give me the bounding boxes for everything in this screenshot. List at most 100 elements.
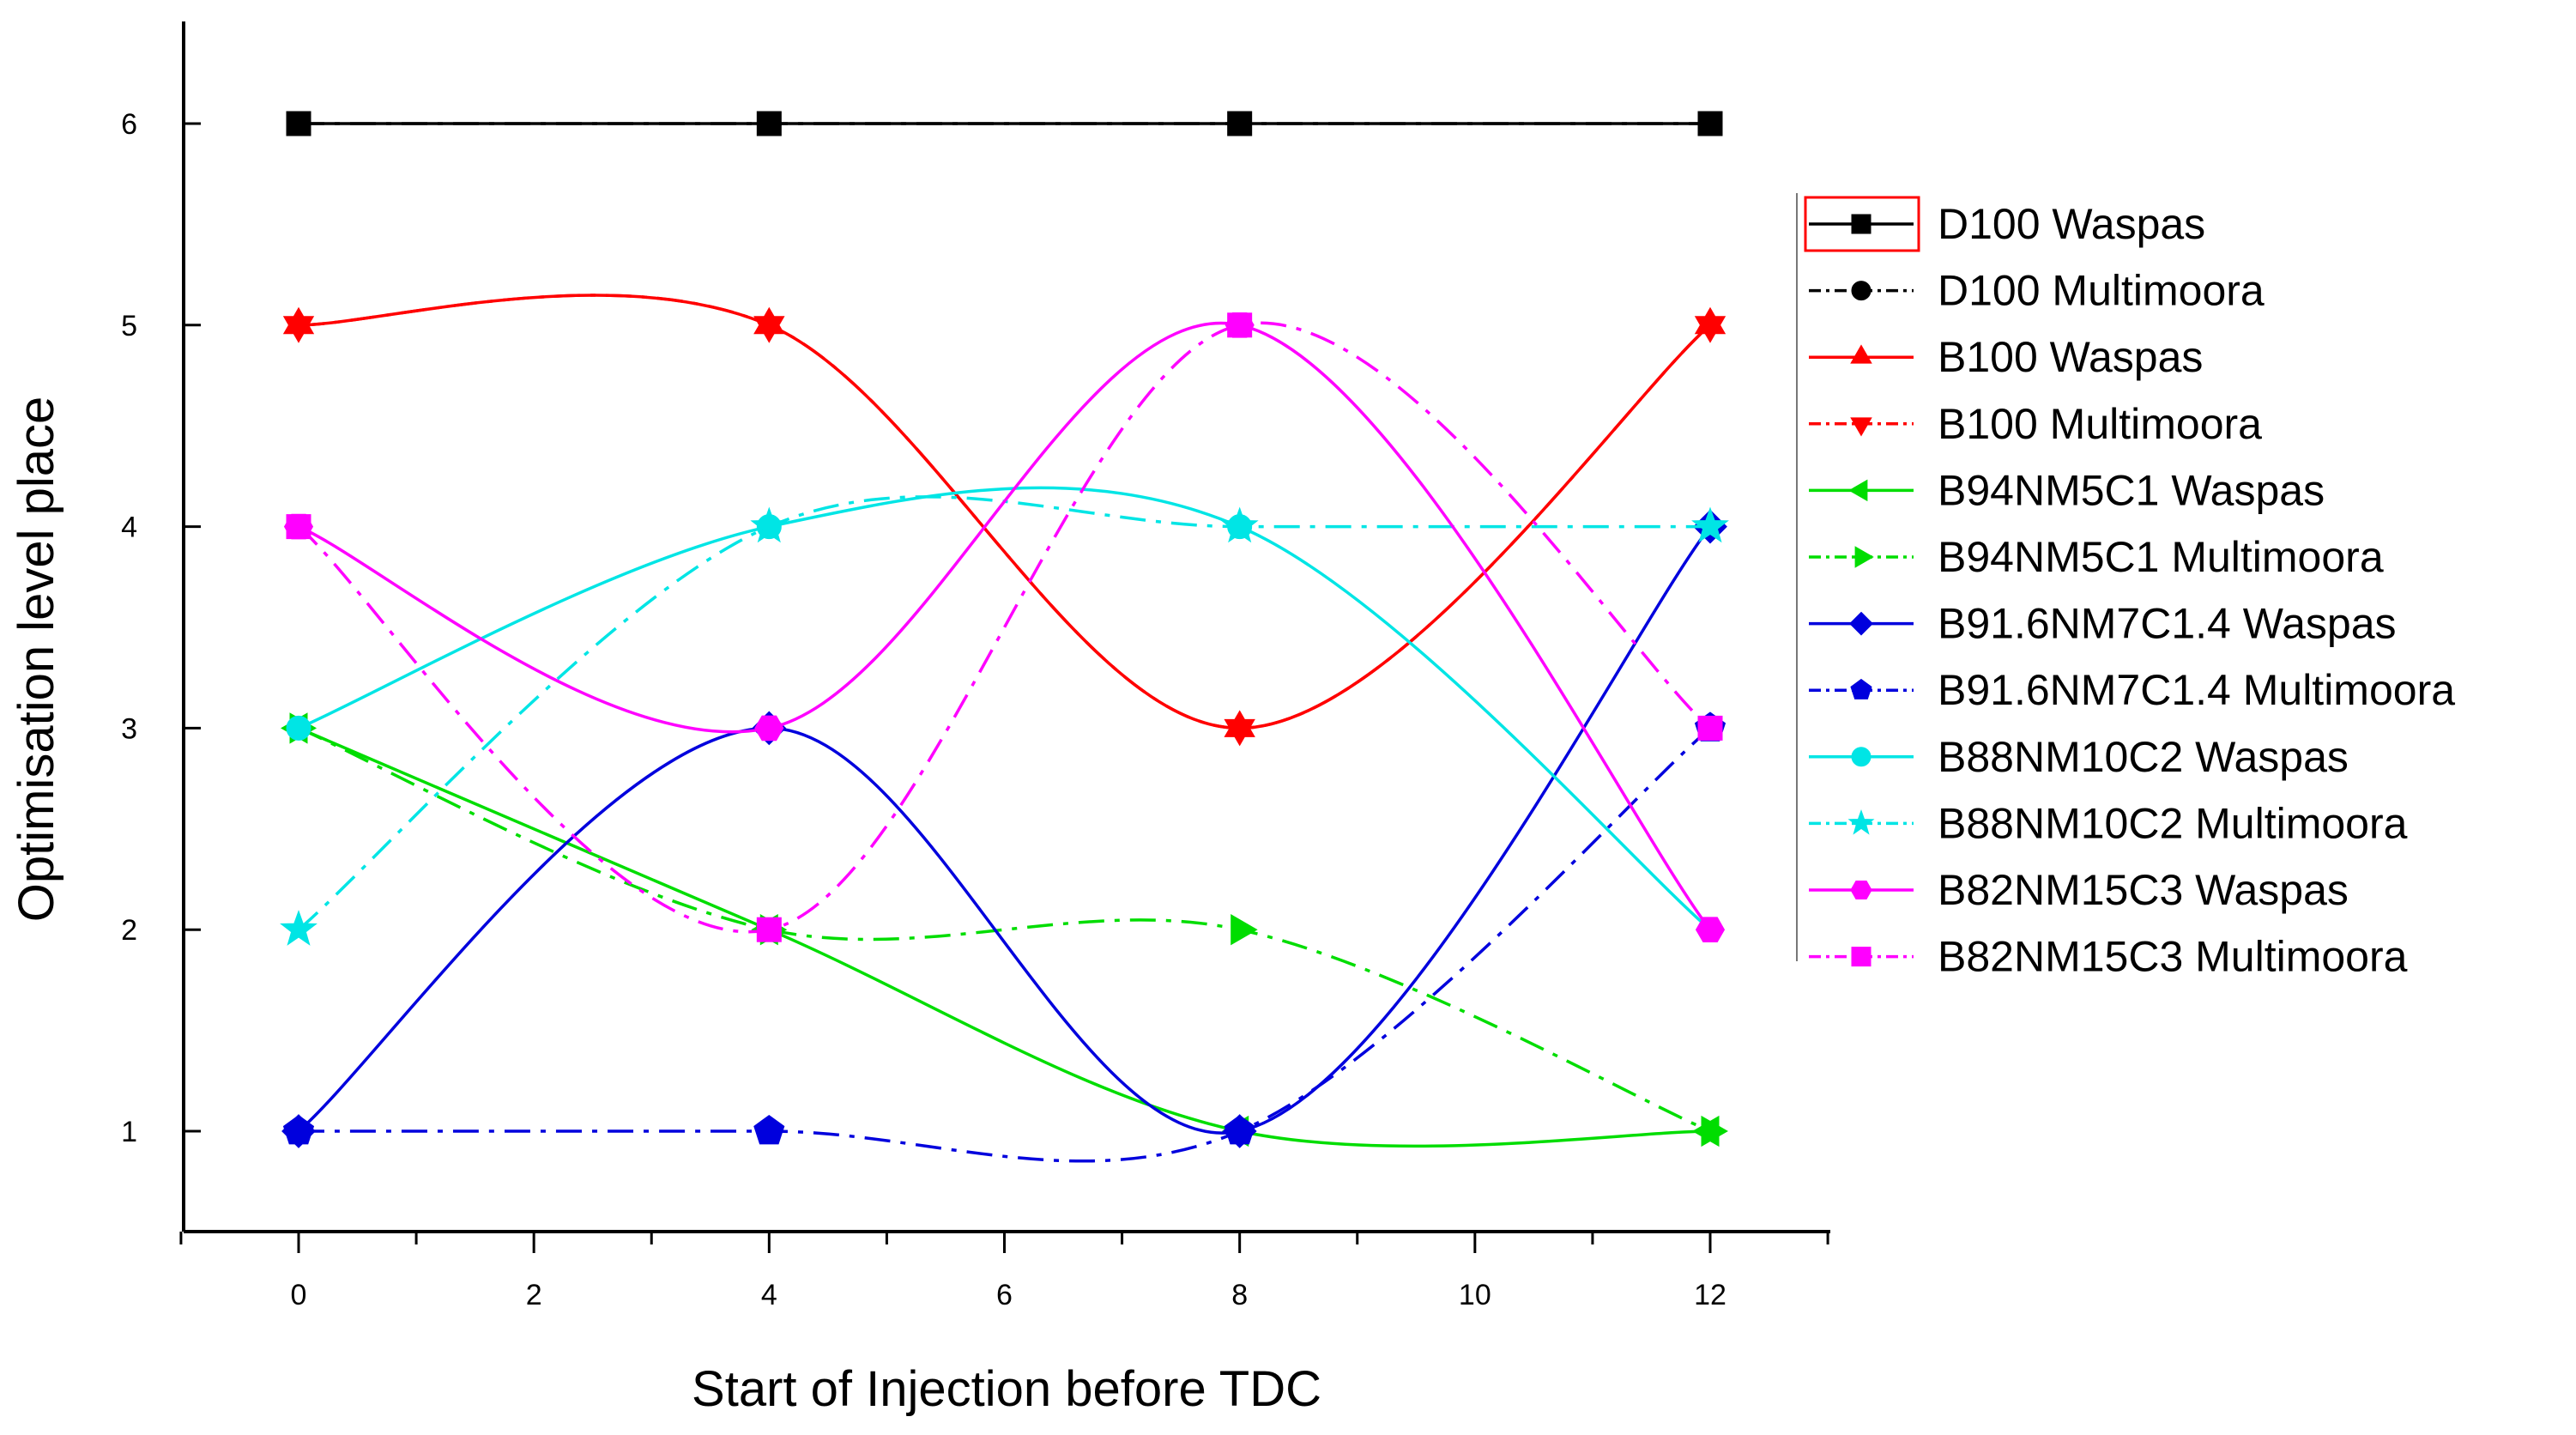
legend-marker (1847, 809, 1875, 835)
series-line (298, 486, 1712, 931)
legend-label: B91.6NM7C1.4 Multimoora (1938, 666, 2455, 714)
data-point (756, 111, 782, 136)
series-2 (282, 294, 1726, 737)
x-tick-label: 2 (526, 1279, 542, 1311)
x-tick-label: 6 (996, 1279, 1013, 1311)
legend-selection-box (1804, 196, 1920, 252)
y-tick-label: 5 (121, 310, 137, 342)
series-line (298, 726, 1711, 1133)
legend-marker (1851, 747, 1872, 767)
legend: D100 Waspas D100 Multimoora B100 Waspas B10… (1796, 193, 2455, 981)
legend-label: B82NM15C3 Multimoora (1938, 933, 2408, 981)
x-tick-label: 8 (1231, 1279, 1248, 1311)
legend-marker (1850, 678, 1872, 699)
x-tick-label: 0 (291, 1279, 307, 1311)
legend-marker (1850, 344, 1872, 364)
legend-marker (1849, 611, 1873, 636)
series-line (297, 495, 1710, 931)
legend-label: B100 Waspas (1938, 333, 2203, 381)
y-tick-label: 6 (121, 108, 137, 141)
legend-label: B94NM5C1 Waspas (1938, 466, 2325, 514)
data-point (1227, 312, 1253, 338)
legend-label: B88NM10C2 Multimoora (1938, 799, 2408, 847)
legend-item: B91.6NM7C1.4 Waspas (1809, 600, 2397, 648)
series-8 (286, 486, 1723, 942)
series-line (298, 321, 1712, 931)
series-line (298, 727, 1712, 1163)
series-line (298, 294, 1712, 730)
legend-item: B91.6NM7C1.4 Multimoora (1809, 666, 2455, 714)
series-line (297, 321, 1712, 934)
legend-marker (1851, 947, 1872, 967)
data-point (1231, 914, 1258, 946)
data-point (756, 917, 782, 942)
legend-label: B100 Multimoora (1938, 400, 2262, 448)
x-axis-title: Start of Injection before TDC (692, 1361, 1321, 1417)
x-ticks: 0 2 4 6 8 10 12 (179, 1232, 1829, 1311)
series-6 (281, 509, 1727, 1148)
y-axis-title: Optimisation level place (9, 397, 64, 923)
data-point (1701, 1115, 1729, 1147)
data-point (282, 1114, 315, 1145)
legend-label: D100 Multimoora (1938, 267, 2265, 315)
data-point (1224, 1114, 1255, 1145)
data-point (753, 316, 785, 343)
y-tick-label: 2 (121, 914, 137, 947)
data-point (280, 910, 317, 946)
legend-item: B82NM15C3 Multimoora (1809, 933, 2408, 981)
legend-label: B91.6NM7C1.4 Waspas (1938, 600, 2397, 648)
data-point (1697, 111, 1723, 136)
legend-marker (1850, 417, 1872, 437)
legend-marker (1848, 479, 1868, 502)
series-line (298, 294, 1712, 730)
y-tick-label: 4 (121, 512, 137, 544)
legend-item: B88NM10C2 Waspas (1809, 733, 2349, 781)
legend-marker (1851, 281, 1872, 301)
x-tick-label: 12 (1694, 1279, 1726, 1311)
x-tick-label: 4 (761, 1279, 777, 1311)
data-point (750, 506, 789, 543)
y-ticks: 1 2 3 4 5 6 (121, 108, 201, 1148)
series-3 (282, 294, 1726, 747)
series-5 (289, 712, 1729, 1147)
legend-item: D100 Multimoora (1809, 267, 2265, 315)
data-point (286, 715, 311, 741)
legend-item: D100 Waspas (1809, 200, 2205, 248)
data-point (1691, 506, 1729, 543)
data-point (282, 316, 315, 343)
data-point (1227, 111, 1253, 136)
legend-label: B94NM5C1 Multimoora (1938, 533, 2384, 581)
data-point (286, 514, 311, 540)
legend-marker (1850, 881, 1872, 899)
legend-marker (1851, 214, 1872, 234)
legend-item: B88NM10C2 Multimoora (1809, 799, 2408, 847)
legend-item: B100 Multimoora (1809, 400, 2262, 448)
data-point (1697, 715, 1723, 741)
series-11 (286, 312, 1723, 942)
data-point (1220, 506, 1259, 543)
y-tick-label: 1 (121, 1116, 137, 1148)
series-line (297, 525, 1712, 1135)
legend-marker (1854, 546, 1874, 568)
data-point (754, 715, 784, 742)
axes (182, 21, 1830, 1233)
series-1 (286, 111, 1723, 136)
legend-item: B94NM5C1 Waspas (1809, 466, 2325, 514)
legend-label: B82NM15C3 Waspas (1938, 866, 2349, 914)
legend-label: B88NM10C2 Waspas (1938, 733, 2349, 781)
data-point (1695, 917, 1726, 942)
series-9 (280, 495, 1729, 946)
legend-item: B94NM5C1 Multimoora (1809, 533, 2384, 581)
series-layer (280, 111, 1729, 1163)
legend-label: D100 Waspas (1938, 200, 2205, 248)
series-7 (282, 711, 1726, 1163)
legend-item: B100 Waspas (1809, 333, 2203, 381)
data-point (1694, 316, 1726, 343)
x-tick-label: 10 (1459, 1279, 1491, 1311)
legend-item: B82NM15C3 Waspas (1809, 866, 2349, 914)
y-tick-label: 3 (121, 712, 137, 745)
series-line (298, 726, 1711, 1148)
data-point (286, 111, 311, 136)
data-point (1224, 718, 1255, 747)
